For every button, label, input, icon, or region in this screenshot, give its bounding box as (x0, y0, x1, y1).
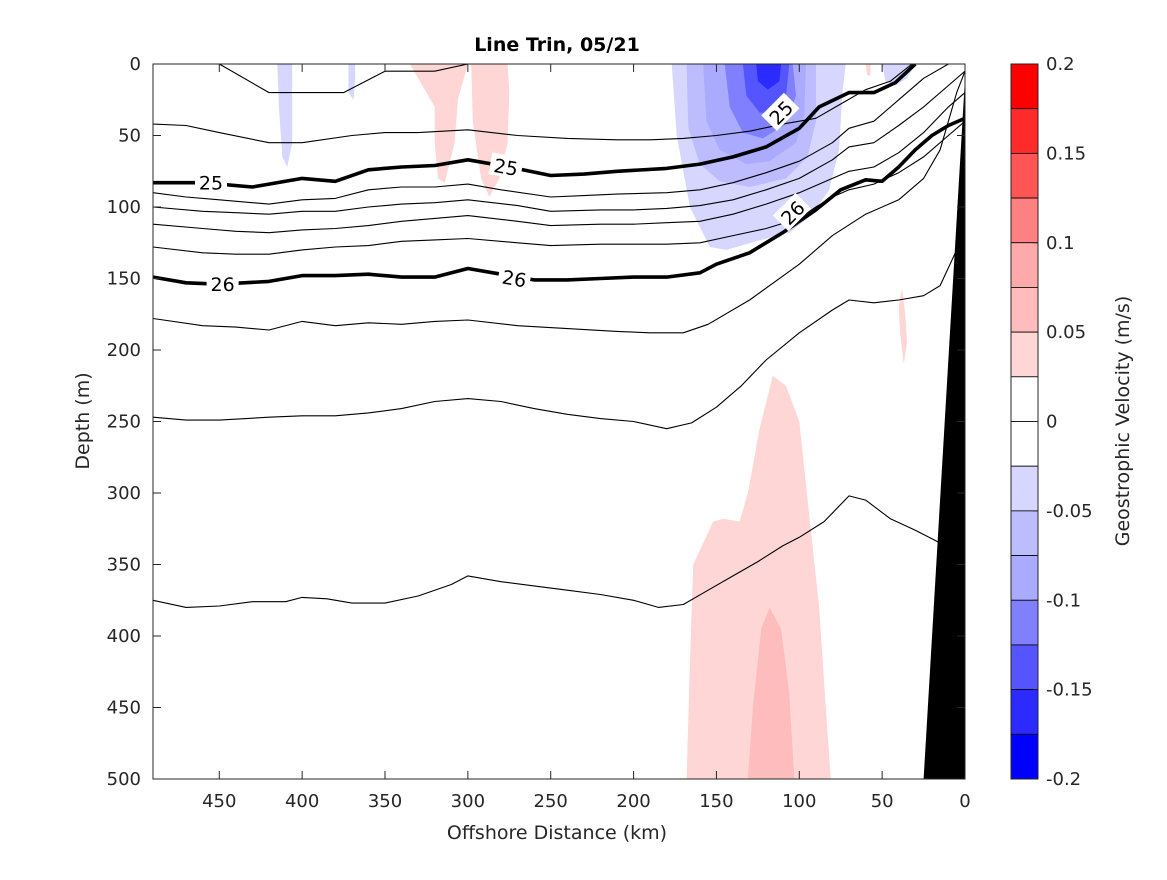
x-tick-label: 400 (285, 791, 319, 812)
y-tick-label: 0 (130, 54, 141, 75)
y-tick-label: 400 (107, 626, 141, 647)
colorbar-tick-label: 0.05 (1046, 322, 1086, 343)
y-axis: 0 50 100 150 200 250 300 350 400 450 500 (107, 54, 965, 790)
velocity-patch-14 (747, 607, 795, 779)
contour-label-1: 25 (488, 152, 524, 181)
colorbar-swatch (1010, 331, 1039, 378)
y-tick-label: 500 (107, 769, 141, 790)
isopycnal-contours (153, 64, 965, 608)
y-tick-label: 200 (107, 340, 141, 361)
contour-label-bg (206, 272, 239, 295)
x-tick-label: 350 (368, 791, 402, 812)
isopycnal-line-7 (153, 120, 965, 255)
contour-label-text: 25 (199, 173, 223, 195)
y-tick-label: 50 (118, 126, 141, 147)
colorbar-swatch (1010, 108, 1039, 154)
contour-label-bg (772, 192, 812, 232)
colorbar-swatch (1010, 689, 1039, 735)
x-tick-label: 0 (959, 791, 970, 812)
isopycnal-line-11 (153, 495, 965, 608)
colorbar-swatch (1010, 644, 1039, 691)
velocity-patch-13 (686, 375, 831, 779)
x-tick-label: 100 (782, 791, 816, 812)
x-tick-label: 50 (871, 791, 894, 812)
x-tick-label: 300 (451, 791, 485, 812)
colorbar-tick-label: -0.2 (1046, 769, 1081, 790)
contour-label-text: 26 (211, 274, 235, 296)
colorbar-swatch (1010, 421, 1039, 467)
contour-label-bg (761, 92, 800, 131)
colorbar-swatch (1010, 287, 1039, 333)
contour-label-bg (496, 263, 533, 292)
x-tick-label: 200 (616, 791, 650, 812)
colorbar-swatch (1010, 63, 1039, 110)
chart-title: Line Trin, 05/21 (474, 34, 640, 56)
colorbar-tick-label: -0.1 (1046, 590, 1081, 611)
colorbar-swatch (1010, 510, 1039, 556)
contour-label-bg (488, 152, 524, 180)
colorbar-tick-label: -0.15 (1046, 680, 1093, 701)
colorbar-swatch (1010, 555, 1039, 601)
contour-label-4: 26 (496, 263, 533, 293)
y-tick-label: 300 (107, 483, 141, 504)
isopycnal-line-9 (153, 71, 965, 334)
colorbar-label: Geostrophic Velocity (m/s) (1112, 296, 1134, 546)
y-axis-label: Depth (m) (72, 372, 94, 469)
isopycnal-line-6 (153, 92, 965, 234)
velocity-patch-0 (409, 64, 468, 183)
contour-label-text: 25 (492, 155, 520, 181)
contour-label-3: 26 (206, 272, 239, 296)
contour-label-0: 25 (195, 170, 227, 195)
y-tick-label: 250 (107, 412, 141, 433)
colorbar-tick-label: 0 (1046, 412, 1057, 433)
isopycnal-26 (153, 116, 965, 287)
contour-label-5: 26 (772, 192, 812, 232)
x-tick-label: 450 (202, 791, 236, 812)
velocity-patch-12 (898, 288, 907, 365)
isopycnal-line-1 (219, 64, 469, 94)
colorbar-swatch (1010, 465, 1039, 512)
y-tick-label: 150 (107, 269, 141, 290)
isopycnal-line-2 (153, 64, 913, 144)
velocity-patch-1 (277, 64, 293, 167)
velocity-patch-11 (865, 64, 871, 76)
y-tick-label: 450 (107, 698, 141, 719)
x-axis-label: Offshore Distance (km) (447, 822, 667, 844)
colorbar-swatch (1010, 599, 1039, 646)
contour-label-text: 26 (500, 267, 528, 293)
y-tick-label: 350 (107, 555, 141, 576)
velocity-patch-9 (756, 64, 782, 90)
colorbar-tick-label: 0.2 (1046, 54, 1075, 75)
isopycnal-25 (153, 64, 917, 189)
contour-label-bg (195, 170, 227, 193)
isopycnal-line-4 (153, 64, 949, 205)
velocity-patch-2 (348, 64, 356, 100)
x-tick-label: 150 (699, 791, 733, 812)
colorbar-swatch (1010, 152, 1039, 199)
colorbar-swatch (1010, 733, 1039, 780)
colorbar-swatch (1010, 376, 1039, 422)
isopycnal-line-5 (153, 70, 965, 215)
isopycnal-line-10 (153, 235, 965, 430)
plot-area (153, 64, 965, 779)
x-tick-label: 250 (534, 791, 568, 812)
x-axis: 450 400 350 300 250 200 150 100 50 0 (202, 64, 971, 812)
colorbar-swatch (1010, 242, 1039, 288)
colorbar-tick-label: -0.05 (1046, 501, 1093, 522)
y-tick-label: 100 (107, 197, 141, 218)
colorbar: 0.2 0.15 0.1 0.05 0 -0.05 -0.1 -0.15 -0.2 (1010, 54, 1093, 790)
colorbar-tick-label: 0.15 (1046, 143, 1086, 164)
colorbar-tick-label: 0.1 (1046, 233, 1075, 254)
colorbar-swatch (1010, 197, 1039, 244)
